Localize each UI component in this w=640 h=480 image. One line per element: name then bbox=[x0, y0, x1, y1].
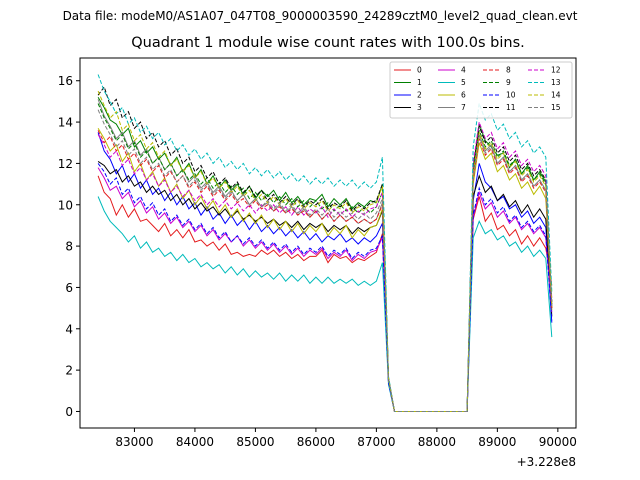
legend-label-7: 7 bbox=[461, 103, 466, 112]
series-line-13 bbox=[97, 74, 553, 412]
chart-title: Quadrant 1 module wise count rates with … bbox=[131, 35, 525, 51]
y-axis-ticks: 0 2 4 6 8 10 12 14 16 bbox=[58, 74, 80, 419]
x-tick-label: 90000 bbox=[539, 435, 577, 449]
series-line-15 bbox=[97, 109, 553, 412]
series-line-3 bbox=[97, 160, 553, 412]
x-tick-label: 85000 bbox=[236, 435, 274, 449]
series-line-14 bbox=[97, 90, 553, 412]
legend-label-4: 4 bbox=[461, 66, 466, 75]
y-tick-label: 4 bbox=[65, 322, 73, 336]
x-tick-label: 87000 bbox=[357, 435, 395, 449]
legend-label-2: 2 bbox=[417, 91, 422, 100]
legend-label-1: 1 bbox=[417, 78, 422, 87]
series-layer bbox=[97, 74, 553, 412]
series-line-0 bbox=[97, 175, 553, 412]
series-line-6 bbox=[97, 128, 553, 412]
y-tick-label: 12 bbox=[58, 157, 73, 171]
x-axis-ticks: 83000 84000 85000 86000 87000 88000 89000 90000 bbox=[115, 428, 577, 449]
legend-label-0: 0 bbox=[417, 66, 422, 75]
legend-label-13: 13 bbox=[551, 78, 561, 87]
legend-label-14: 14 bbox=[551, 91, 561, 100]
legend-label-5: 5 bbox=[461, 78, 466, 87]
y-tick-label: 14 bbox=[58, 116, 73, 130]
series-line-12 bbox=[97, 121, 553, 412]
y-tick-label: 10 bbox=[58, 198, 73, 212]
y-tick-label: 6 bbox=[65, 281, 73, 295]
legend-label-9: 9 bbox=[506, 78, 511, 87]
x-tick-label: 86000 bbox=[297, 435, 335, 449]
y-tick-label: 2 bbox=[65, 364, 73, 378]
series-line-4 bbox=[97, 167, 553, 412]
legend-label-10: 10 bbox=[506, 91, 516, 100]
legend-label-12: 12 bbox=[551, 66, 561, 75]
x-tick-label: 83000 bbox=[115, 435, 153, 449]
y-tick-label: 16 bbox=[58, 74, 73, 88]
axes-frame bbox=[79, 57, 577, 429]
legend-label-15: 15 bbox=[551, 103, 561, 112]
legend-box bbox=[389, 61, 573, 119]
series-line-2 bbox=[97, 132, 553, 412]
legend-label-3: 3 bbox=[417, 103, 422, 112]
series-line-10 bbox=[97, 163, 553, 412]
y-tick-label: 8 bbox=[65, 240, 73, 254]
series-line-11 bbox=[97, 85, 553, 412]
series-line-5 bbox=[97, 196, 553, 412]
y-tick-label: 0 bbox=[65, 405, 73, 419]
file-suptitle: Data file: modeM0/AS1A07_047T08_90000035… bbox=[62, 9, 578, 23]
x-tick-label: 89000 bbox=[478, 435, 516, 449]
legend-label-6: 6 bbox=[461, 91, 466, 100]
legend-label-11: 11 bbox=[506, 103, 516, 112]
x-offset-label: +3.228e8 bbox=[517, 455, 576, 469]
series-line-8 bbox=[97, 130, 553, 412]
x-tick-label: 84000 bbox=[176, 435, 214, 449]
legend-label-8: 8 bbox=[506, 66, 511, 75]
x-tick-label: 88000 bbox=[418, 435, 456, 449]
